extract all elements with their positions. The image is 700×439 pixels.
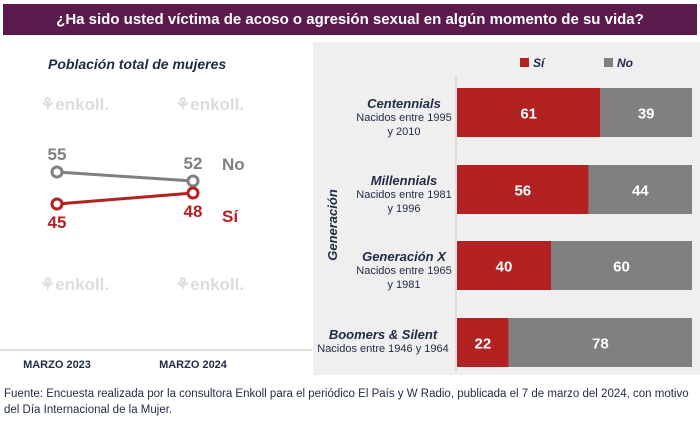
legend-label: No [617,56,633,70]
series-line [56,191,194,206]
data-point [186,186,200,200]
generation-name: Centennials [367,96,441,111]
line-chart-title: Población total de mujeres [48,56,227,72]
bar-segment [457,318,509,367]
birth-years: Nacidos entre 1965 y 1981 [356,265,452,291]
legend-swatch-si [520,58,529,67]
x-tick-label: MARZO 2024 [159,359,228,371]
birth-years: Nacidos entre 1981 y 1996 [356,189,452,215]
bar-segment [551,241,692,290]
data-label: 48 [184,202,203,221]
generation-name: Millennials [370,173,438,188]
y-axis-label: Generación [325,189,340,261]
data-point [50,165,64,179]
watermark-logo: ⚘enkoll. [40,275,110,294]
data-point [50,197,64,211]
category-label: Generación X Nacidos entre 1965 y 1981 [354,250,454,292]
birth-years: Nacidos entre 1946 y 1964 [317,343,449,355]
bar-value-label: 61 [520,106,537,123]
source-footer: Fuente: Encuesta realizada por la consul… [4,388,689,416]
bar-value-label: 39 [638,106,655,123]
watermark-logo: ⚘enkoll. [40,95,110,114]
bar-segment [508,318,692,367]
series-label: Sí [222,207,239,226]
category-label: Boomers & Silent Nacidos entre 1946 y 196… [312,328,454,356]
x-tick-label: MARZO 2023 [23,359,91,371]
bar-segment [457,165,589,214]
bar-segment [600,88,692,137]
category-label: Centennials Nacidos entre 1995 y 2010 [354,97,454,139]
data-label: 52 [184,154,203,173]
generation-name: Generación X [362,249,446,264]
series-line [56,170,194,183]
legend-label: Sí [533,56,546,70]
bar-value-label: 44 [632,183,649,200]
bar-value-label: 40 [496,259,513,276]
series-label: No [222,155,245,174]
bar-segment [457,88,601,137]
chart-title: ¿Ha sido usted víctima de acoso o agresi… [3,4,697,35]
bar-value-label: 56 [514,183,531,200]
data-label: 55 [48,145,67,164]
data-label: 45 [48,213,67,232]
category-label: Millennials Nacidos entre 1981 y 1996 [354,174,454,216]
bar-segment [457,241,551,290]
watermark-logo: ⚘enkoll. [175,275,245,294]
birth-years: Nacidos entre 1995 y 2010 [356,112,452,138]
bar-value-label: 78 [592,336,609,353]
watermark-logo: ⚘enkoll. [175,95,245,114]
data-point [186,174,200,188]
bar-value-label: 60 [613,259,630,276]
bar-segment [588,165,692,214]
bar-value-label: 22 [475,336,492,353]
legend-swatch-no [604,58,613,67]
generation-name: Boomers & Silent [328,327,438,342]
